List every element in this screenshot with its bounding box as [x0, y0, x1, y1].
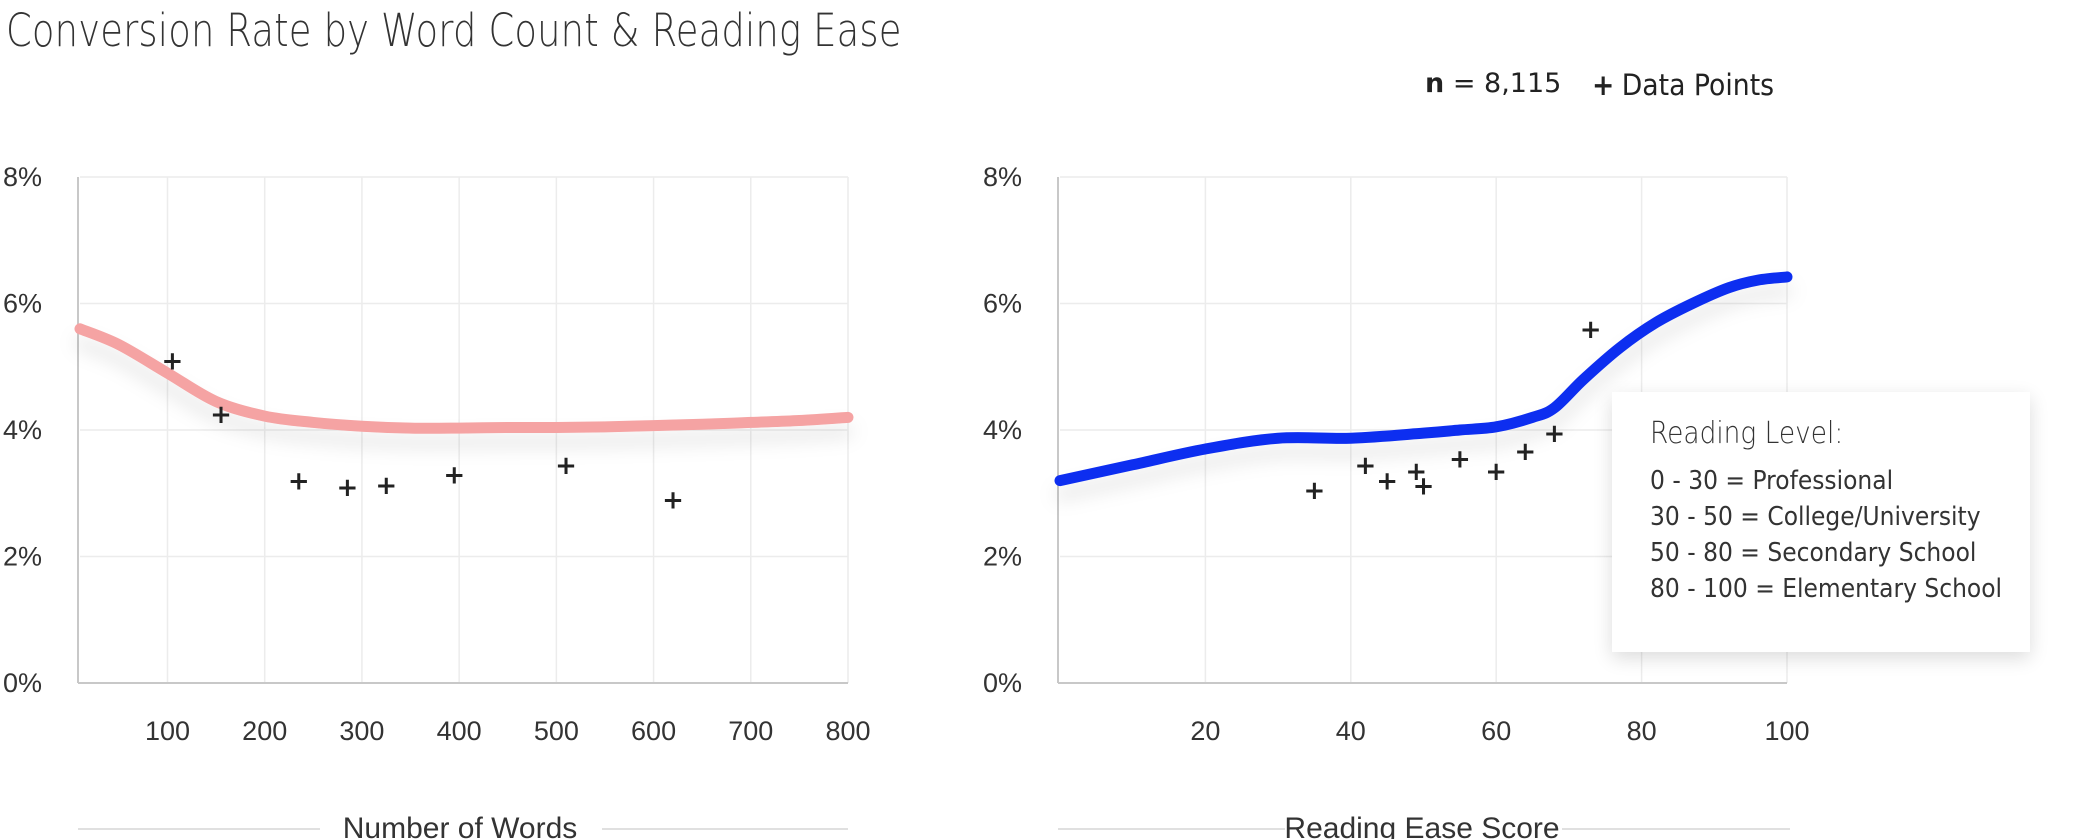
plus-marker-icon: + [1592, 68, 1615, 102]
data-point-marker: + [1304, 476, 1326, 506]
x-tick-label: 800 [825, 716, 870, 746]
chart-title: Conversion Rate by Word Count & Reading … [6, 4, 902, 57]
y-tick-label: 0% [983, 668, 1022, 698]
x-tick-label: 80 [1627, 716, 1657, 746]
reading-level-item: 0 - 30 = Professional [1650, 466, 1894, 496]
data-point-marker: + [375, 471, 397, 501]
reading-level-item: 80 - 100 = Elementary School [1650, 574, 2003, 604]
y-tick-label: 8% [983, 162, 1022, 192]
y-tick-label: 6% [983, 289, 1022, 319]
data-point-marker: + [1376, 467, 1398, 497]
reading-level-title: Reading Level: [1650, 416, 1844, 451]
data-point-marker: + [1354, 451, 1376, 481]
y-tick-label: 4% [983, 415, 1022, 445]
y-tick-label: 6% [3, 289, 42, 319]
legend-label: Data Points [1621, 68, 1775, 102]
sample-size-value: = 8,115 [1452, 68, 1562, 99]
data-point-marker: + [1485, 457, 1507, 487]
x-tick-label: 40 [1336, 716, 1366, 746]
x-tick-label: 500 [534, 716, 579, 746]
y-tick-label: 2% [983, 542, 1022, 572]
x-axis-title: Reading Ease Score [1284, 812, 1559, 839]
data-point-marker: + [210, 400, 232, 430]
data-point-marker: + [1580, 315, 1602, 345]
reading-ease-chart: 0%2%4%6%8%20 40 60 80 100+++ +++ ++++Reading E… [983, 162, 1810, 839]
legend: + Data Points [1592, 68, 1774, 102]
data-point-marker: + [662, 486, 684, 516]
y-tick-label: 2% [3, 542, 42, 572]
x-axis-title: Number of Words [343, 812, 578, 839]
data-point-marker: + [443, 460, 465, 490]
x-tick-label: 60 [1481, 716, 1511, 746]
reading-level-item: 30 - 50 = College/University [1650, 502, 1981, 532]
y-tick-label: 4% [3, 415, 42, 445]
x-tick-label: 600 [631, 716, 676, 746]
reading-level-legend: Reading Level: 0 - 30 = Professional 30 … [1612, 392, 2030, 652]
data-point-marker: + [161, 346, 183, 376]
x-tick-label: 20 [1190, 716, 1220, 746]
y-tick-label: 8% [3, 162, 42, 192]
word-count-chart: 0% 2% 4% 6% 8% 100 200 300 400 500 600 700 800 + + + + + +… [3, 162, 871, 839]
x-tick-label: 300 [339, 716, 384, 746]
data-point-marker: + [336, 473, 358, 503]
trend-line [74, 323, 854, 434]
x-tick-label: 400 [437, 716, 482, 746]
data-point-marker: + [555, 451, 577, 481]
data-point-marker: + [1514, 437, 1536, 467]
trend-line [1054, 271, 1793, 487]
data-point-marker: + [1413, 472, 1435, 502]
reading-level-item: 50 - 80 = Secondary School [1650, 538, 1977, 568]
data-point-marker: + [1449, 444, 1471, 474]
x-tick-label: 100 [1764, 716, 1809, 746]
data-point-marker: + [288, 467, 310, 497]
x-tick-label: 200 [242, 716, 287, 746]
y-tick-label: 0% [3, 668, 42, 698]
x-tick-label: 100 [145, 716, 190, 746]
data-point-marker: + [1543, 419, 1565, 449]
sample-size-label: n = 8,115 [1425, 68, 1561, 99]
data-point-marker: + [1405, 457, 1427, 487]
sample-size-n: n [1425, 68, 1445, 99]
x-tick-label: 700 [728, 716, 773, 746]
